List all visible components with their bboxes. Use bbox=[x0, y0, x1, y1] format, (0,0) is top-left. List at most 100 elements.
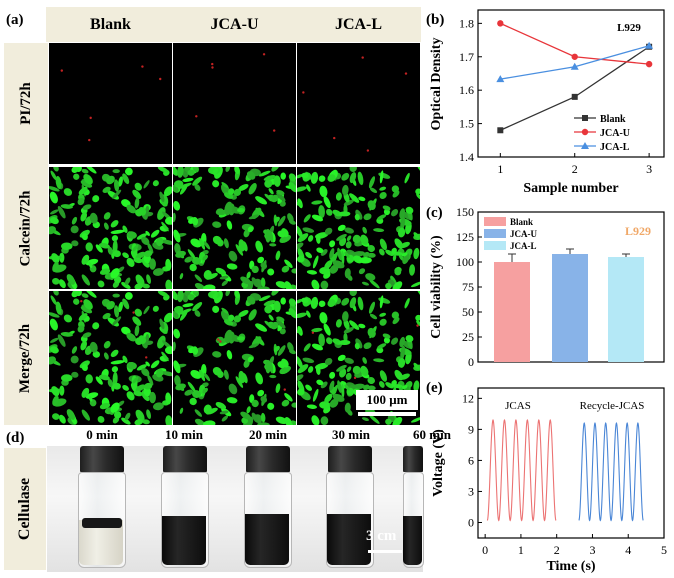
dead-cell bbox=[283, 388, 286, 391]
live-cell bbox=[297, 312, 307, 318]
live-cell bbox=[315, 365, 321, 375]
micrograph-pi-blank bbox=[49, 43, 172, 164]
chart-c-legend-label: Blank bbox=[510, 217, 533, 227]
live-cell bbox=[297, 186, 307, 192]
live-cell bbox=[121, 326, 131, 335]
live-cell bbox=[316, 379, 324, 386]
live-cell bbox=[288, 182, 296, 193]
panel-label-a: (a) bbox=[6, 12, 24, 28]
live-cell bbox=[316, 247, 324, 253]
live-cell bbox=[306, 404, 318, 409]
dead-cell bbox=[80, 300, 83, 303]
live-cell bbox=[276, 189, 285, 196]
live-cell bbox=[122, 298, 130, 310]
live-cell bbox=[141, 368, 150, 377]
live-cell bbox=[326, 208, 333, 216]
live-cell bbox=[267, 268, 275, 276]
chart-c-ytick-label: 25 bbox=[462, 330, 474, 344]
live-cell bbox=[264, 320, 273, 328]
live-cell bbox=[275, 383, 281, 393]
live-cell bbox=[173, 167, 179, 176]
chart-c-bar-jca-u bbox=[552, 254, 588, 362]
live-cell bbox=[114, 179, 120, 192]
live-cell bbox=[337, 224, 346, 232]
live-cell bbox=[302, 227, 315, 233]
column-header-jca-u: JCA-U bbox=[210, 16, 259, 33]
chart-e-frame bbox=[477, 387, 665, 539]
live-cell bbox=[202, 254, 208, 261]
live-cell bbox=[310, 296, 319, 309]
live-cell bbox=[182, 177, 194, 182]
live-cell bbox=[413, 247, 420, 260]
live-cell bbox=[173, 328, 181, 339]
live-cell bbox=[233, 315, 242, 323]
live-cell bbox=[415, 188, 420, 195]
live-cell bbox=[415, 314, 420, 321]
column-header-jca-l: JCA-L bbox=[334, 16, 383, 33]
live-cell bbox=[89, 341, 98, 353]
live-cell bbox=[98, 374, 110, 381]
live-cell bbox=[338, 339, 351, 346]
live-cell bbox=[326, 337, 333, 345]
chart-b-xtick-label: 2 bbox=[572, 162, 578, 176]
chart-c-ytick-label: 75 bbox=[462, 280, 474, 294]
live-cell bbox=[53, 291, 59, 296]
live-cell bbox=[152, 402, 164, 411]
live-cell bbox=[156, 368, 164, 378]
live-cell bbox=[363, 384, 370, 391]
live-cell bbox=[156, 237, 164, 247]
live-cell bbox=[246, 271, 251, 279]
live-cell bbox=[58, 414, 66, 424]
live-cell bbox=[358, 196, 366, 202]
live-cell bbox=[399, 208, 406, 219]
live-cell bbox=[385, 282, 392, 289]
panel-label-d: (d) bbox=[6, 430, 25, 446]
live-cell bbox=[221, 415, 229, 422]
live-cell bbox=[51, 253, 60, 264]
live-cell bbox=[301, 172, 309, 179]
live-cell bbox=[392, 317, 400, 325]
live-cell bbox=[112, 169, 120, 174]
live-cell bbox=[349, 291, 357, 297]
live-cell bbox=[132, 316, 142, 326]
live-cell bbox=[379, 238, 387, 251]
live-cell bbox=[291, 420, 296, 425]
live-cell bbox=[150, 360, 160, 369]
live-cell bbox=[281, 399, 290, 407]
chart-c-annotation: L929 bbox=[625, 224, 651, 238]
live-cell bbox=[95, 244, 103, 253]
live-cell bbox=[344, 227, 354, 234]
vial-row-band bbox=[4, 448, 46, 570]
live-cell bbox=[400, 216, 406, 231]
live-cell bbox=[251, 399, 259, 408]
live-cell bbox=[163, 312, 172, 323]
live-cell bbox=[57, 205, 66, 219]
live-cell bbox=[53, 167, 59, 172]
live-cell bbox=[49, 318, 58, 331]
vial-hydrogel-pellet bbox=[82, 518, 122, 528]
live-cell bbox=[134, 283, 144, 289]
live-cell bbox=[102, 313, 111, 320]
live-cell bbox=[72, 291, 80, 296]
live-cell bbox=[275, 250, 281, 261]
live-cell bbox=[235, 376, 244, 388]
vial-dark-liquid bbox=[403, 516, 422, 565]
live-cell bbox=[61, 374, 73, 382]
chart-b-xtick-label: 1 bbox=[497, 162, 503, 176]
live-cell bbox=[99, 268, 111, 275]
chart-c-ytick-label: 100 bbox=[456, 255, 474, 269]
live-cell bbox=[361, 417, 370, 421]
live-cell bbox=[327, 174, 336, 182]
live-cell bbox=[400, 241, 410, 249]
vial-time-30: 30 min bbox=[332, 427, 370, 442]
live-cell bbox=[141, 258, 150, 268]
chart-c-ytick-label: 125 bbox=[456, 230, 474, 244]
live-cell bbox=[360, 365, 369, 377]
live-cell bbox=[410, 416, 420, 423]
live-cell bbox=[81, 409, 90, 421]
live-cell bbox=[251, 277, 259, 288]
live-cell bbox=[336, 234, 347, 241]
live-cell bbox=[279, 328, 286, 335]
dead-cell bbox=[216, 338, 220, 341]
live-cell bbox=[161, 351, 169, 362]
